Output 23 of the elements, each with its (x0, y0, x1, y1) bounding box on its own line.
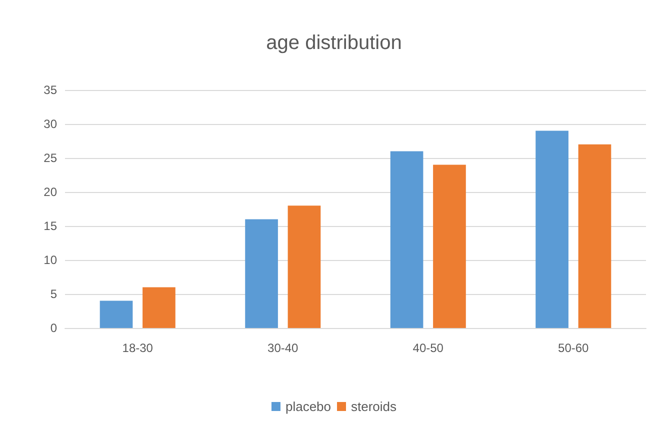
y-tick-label: 5 (50, 287, 58, 301)
bar (245, 219, 278, 328)
y-tick-label: 10 (44, 253, 58, 267)
bar (100, 300, 133, 328)
chart-title: age distribution (266, 32, 402, 54)
x-tick-label: 18-30 (122, 341, 154, 355)
bar (536, 130, 568, 328)
legend-label: placebo (285, 399, 332, 414)
bar (288, 206, 321, 328)
x-tick-label: 30-40 (268, 341, 299, 355)
bar (142, 287, 176, 328)
y-tick-label: 0 (50, 321, 58, 335)
bar (578, 144, 612, 328)
y-tick-label: 30 (44, 117, 58, 131)
bar (390, 151, 424, 328)
x-tick-label: 50-60 (558, 341, 590, 355)
x-tick-label: 40-50 (412, 341, 444, 355)
y-tick-label: 35 (44, 83, 58, 97)
legend-label: steroids (351, 399, 398, 414)
y-tick-label: 25 (44, 151, 58, 165)
y-tick-label: 20 (44, 185, 58, 199)
bar (433, 164, 466, 328)
y-tick-label: 15 (44, 219, 58, 233)
